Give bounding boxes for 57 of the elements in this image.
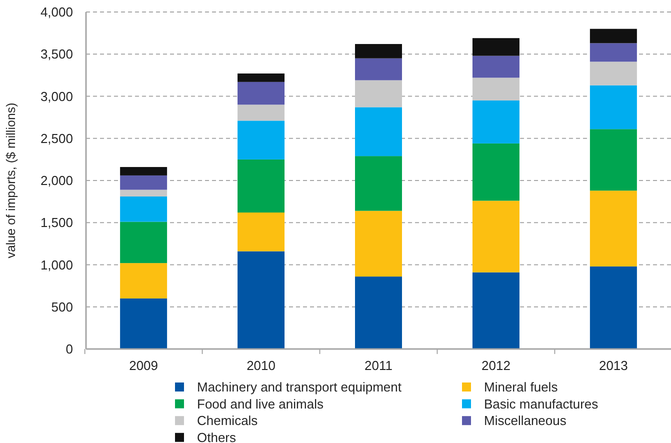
legend-label: Basic manufactures <box>484 396 599 412</box>
bar <box>120 175 168 190</box>
bar <box>355 80 402 108</box>
y-tick-label: 2,000 <box>40 173 73 188</box>
y-tick-label: 0 <box>66 342 73 357</box>
bar <box>120 263 168 298</box>
y-tick-label: 4,000 <box>40 4 73 20</box>
bar <box>355 156 402 211</box>
bar <box>355 44 402 58</box>
bar <box>590 28 637 44</box>
bar <box>238 74 285 82</box>
bar <box>238 159 285 213</box>
x-tick-label: 2010 <box>246 358 276 373</box>
legend-label: Machinery and transport equipment <box>197 380 402 395</box>
x-tick-label: 2011 <box>364 358 392 373</box>
x-tick-label: 2012 <box>482 358 510 373</box>
y-tick-label: 3,500 <box>40 46 73 62</box>
bar <box>355 210 402 277</box>
legend-label: Chemicals <box>197 413 258 428</box>
y-axis-title: value of imports, ($ millions) <box>4 102 18 258</box>
bar <box>590 85 637 130</box>
x-tick-label: 2013 <box>598 358 628 373</box>
bar <box>590 129 637 191</box>
y-tick-label: 1,000 <box>40 257 73 272</box>
legend-label: Food and live animals <box>197 396 324 412</box>
bar <box>472 143 520 201</box>
bar <box>472 38 520 56</box>
x-tick-label: 2009 <box>129 358 158 373</box>
bar <box>355 107 402 156</box>
bar <box>120 167 168 176</box>
bar <box>472 78 520 100</box>
bar <box>120 222 168 264</box>
legend-label: Others <box>197 430 237 443</box>
bar <box>238 251 285 349</box>
bar <box>472 200 520 272</box>
bar <box>590 190 637 266</box>
y-tick-label: 2,500 <box>40 130 73 146</box>
bar <box>238 104 285 121</box>
bar <box>355 58 402 80</box>
bar <box>238 212 285 252</box>
bar <box>472 100 520 144</box>
bar <box>120 298 168 349</box>
bar <box>590 266 637 349</box>
bar <box>590 43 637 62</box>
bar <box>238 120 285 160</box>
legend-label: Mineral fuels <box>484 380 558 395</box>
bar <box>120 196 168 222</box>
bar <box>120 190 168 197</box>
bar <box>355 276 402 349</box>
y-tick-label: 3,000 <box>40 88 73 104</box>
bar <box>238 82 285 105</box>
legend-label: Miscellaneous <box>484 413 567 428</box>
y-tick-label: 1,500 <box>40 215 73 230</box>
y-tick-label: 500 <box>51 299 73 314</box>
bar <box>472 272 520 349</box>
bar <box>590 62 637 86</box>
bar <box>472 56 520 78</box>
